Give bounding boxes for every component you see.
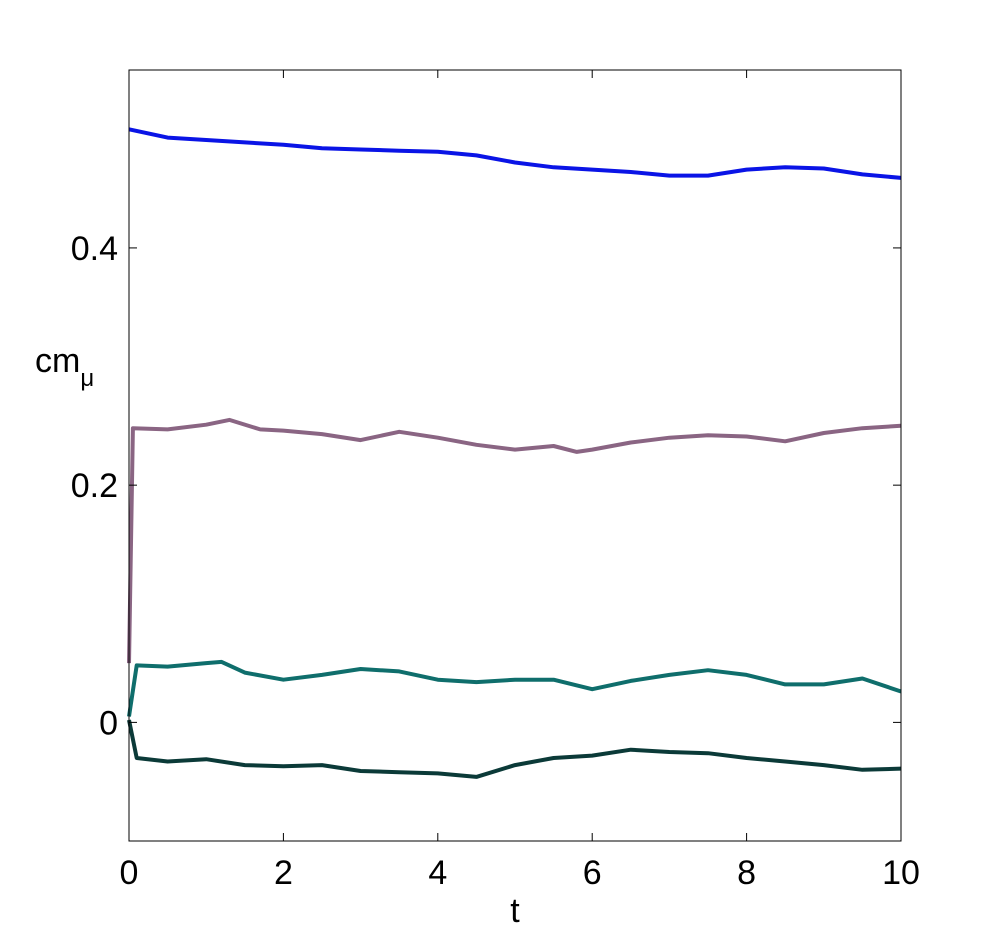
series-line-3 — [127, 659, 902, 717]
series-line-1 — [128, 127, 902, 180]
y-tick-label: 0.4 — [71, 230, 118, 268]
x-tick-labels: 0 2 4 6 8 10 — [120, 854, 920, 892]
x-tick-label: 2 — [274, 854, 293, 892]
x-tick-label: 4 — [428, 854, 447, 892]
x-axis-label: t — [510, 892, 520, 930]
plot-frame — [128, 69, 902, 842]
x-tick-label: 8 — [737, 854, 756, 892]
x-tick-label: 6 — [583, 854, 602, 892]
axis-ticks — [128, 70, 902, 841]
y-tick-label: 0 — [99, 704, 118, 742]
series-line-2 — [127, 417, 902, 664]
x-tick-label: 0 — [120, 854, 139, 892]
y-axis-label-main: cm — [35, 342, 80, 380]
x-tick-label: 10 — [882, 854, 920, 892]
y-axis-label: cmμ — [35, 342, 94, 392]
series-lines — [127, 127, 902, 779]
y-tick-labels: 0 0.2 0.4 — [71, 230, 118, 742]
y-axis-label-subscript: μ — [80, 365, 94, 392]
y-tick-label: 0.2 — [71, 467, 118, 505]
series-line-4 — [127, 719, 902, 779]
